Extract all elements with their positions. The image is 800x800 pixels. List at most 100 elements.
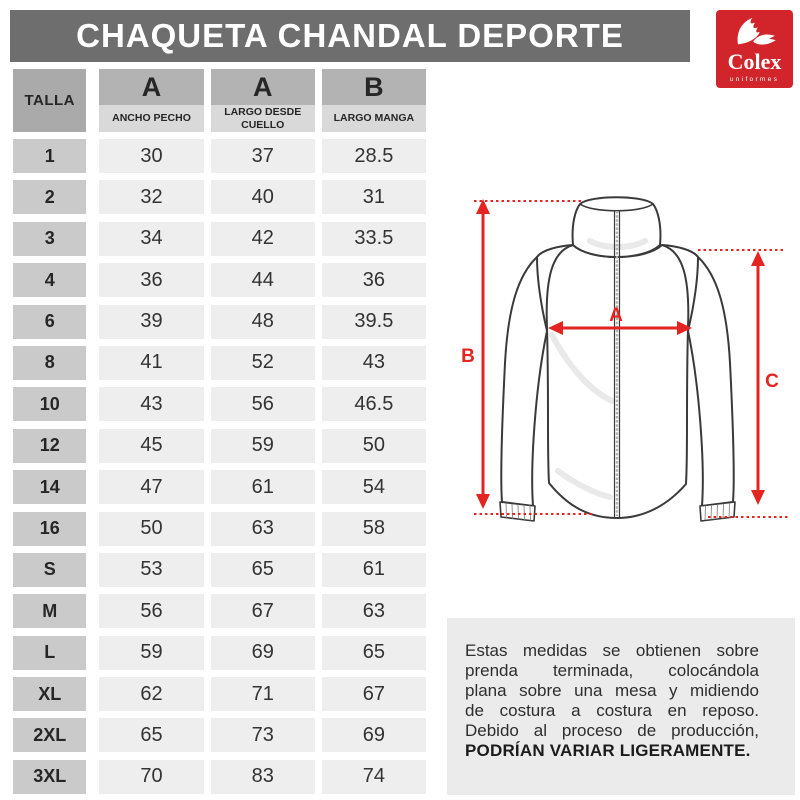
size-label: XL (13, 677, 87, 712)
largo-manga-value: 43 (321, 345, 426, 380)
page-title: CHAQUETA CHANDAL DEPORTE (10, 10, 690, 62)
column-header-largo-desde-cuello: A LARGO DESDE CUELLO (210, 69, 315, 132)
largo-manga-value: 39.5 (321, 304, 426, 339)
largo-manga-value: 65 (321, 635, 426, 670)
size-label: 2XL (13, 718, 87, 753)
brand-name: Colex (727, 49, 782, 74)
largo-manga-value: 36 (321, 263, 426, 298)
ancho-pecho-value: 30 (99, 139, 204, 173)
size-label: 10 (13, 387, 87, 422)
ancho-pecho-value: 47 (99, 470, 204, 505)
ancho-pecho-value: 70 (99, 759, 204, 794)
column-letter: A (99, 69, 204, 105)
largo-cuello-value: 69 (210, 635, 315, 670)
measurement-note: Estas medidas se obtienen sobre prenda t… (447, 618, 795, 795)
note-line-emphasis: PODRÍAN VARIAR LIGERAMENTE. (465, 741, 751, 760)
size-label: 2 (13, 180, 87, 215)
table-body: 1 30 37 28.5 2 32 40 31 3 34 42 33.5 4 3… (13, 139, 433, 794)
table-row: 3 34 42 33.5 (13, 221, 433, 256)
largo-manga-value: 63 (321, 594, 426, 629)
table-row: M 56 67 63 (13, 594, 433, 629)
ancho-pecho-value: 34 (99, 221, 204, 256)
size-label: 16 (13, 511, 87, 546)
table-row: S 53 65 61 (13, 552, 433, 587)
largo-manga-value: 28.5 (321, 139, 426, 173)
size-table: TALLA A ANCHO PECHO A LARGO DESDE CUELLO… (13, 69, 433, 794)
note-line: plana sobre una mesa y midiendo (465, 681, 759, 700)
size-label: M (13, 594, 87, 629)
largo-manga-value: 46.5 (321, 387, 426, 422)
ancho-pecho-value: 41 (99, 345, 204, 380)
ancho-pecho-value: 50 (99, 511, 204, 546)
largo-cuello-value: 56 (210, 387, 315, 422)
largo-manga-value: 33.5 (321, 221, 426, 256)
largo-cuello-value: 65 (210, 552, 315, 587)
note-line: Debido al proceso de producción, (465, 721, 759, 740)
ancho-pecho-value: 45 (99, 428, 204, 463)
largo-manga-value: 74 (321, 759, 426, 794)
largo-cuello-value: 67 (210, 594, 315, 629)
largo-manga-value: 69 (321, 718, 426, 753)
largo-cuello-value: 61 (210, 470, 315, 505)
largo-manga-value: 54 (321, 470, 426, 505)
jacket-measurement-diagram: B A C (440, 183, 800, 561)
ancho-pecho-value: 36 (99, 263, 204, 298)
ancho-pecho-value: 65 (99, 718, 204, 753)
column-header-largo-manga: B LARGO MANGA (321, 69, 426, 132)
table-row: XL 62 71 67 (13, 677, 433, 712)
ancho-pecho-value: 32 (99, 180, 204, 215)
table-row: 2 32 40 31 (13, 180, 433, 215)
table-row: 8 41 52 43 (13, 345, 433, 380)
note-line: Estas medidas se obtienen sobre (465, 641, 759, 660)
brand-logo: Colex uniformes (716, 10, 793, 88)
table-row: 14 47 61 54 (13, 470, 433, 505)
table-row: 2XL 65 73 69 (13, 718, 433, 753)
size-label: 14 (13, 470, 87, 505)
note-line: prenda terminada, colocándola (465, 661, 759, 680)
ancho-pecho-value: 56 (99, 594, 204, 629)
size-label: 3XL (13, 759, 87, 794)
largo-cuello-value: 42 (210, 221, 315, 256)
dimension-label-b: B (461, 346, 475, 367)
largo-cuello-value: 48 (210, 304, 315, 339)
dimension-label-a: A (609, 305, 623, 326)
table-row: 16 50 63 58 (13, 511, 433, 546)
largo-manga-value: 50 (321, 428, 426, 463)
column-letter: B (321, 69, 426, 105)
size-label: 6 (13, 304, 87, 339)
size-label: S (13, 552, 87, 587)
ancho-pecho-value: 53 (99, 552, 204, 587)
bird-icon (737, 17, 776, 45)
size-label: 3 (13, 221, 87, 256)
largo-manga-value: 31 (321, 180, 426, 215)
table-header-row: TALLA A ANCHO PECHO A LARGO DESDE CUELLO… (13, 69, 433, 132)
size-label: 1 (13, 139, 87, 173)
size-label: 4 (13, 263, 87, 298)
column-letter: A (210, 69, 315, 105)
largo-cuello-value: 63 (210, 511, 315, 546)
largo-cuello-value: 59 (210, 428, 315, 463)
table-row: 12 45 59 50 (13, 428, 433, 463)
largo-cuello-value: 71 (210, 677, 315, 712)
brand-tagline: uniformes (729, 76, 780, 83)
table-row: 1 30 37 28.5 (13, 139, 433, 173)
table-row: L 59 69 65 (13, 635, 433, 670)
dimension-label-c: C (765, 371, 779, 392)
column-header-ancho-pecho: A ANCHO PECHO (99, 69, 204, 132)
ancho-pecho-value: 62 (99, 677, 204, 712)
largo-cuello-value: 44 (210, 263, 315, 298)
column-label: LARGO MANGA (321, 105, 426, 132)
largo-manga-value: 61 (321, 552, 426, 587)
size-label: 12 (13, 428, 87, 463)
jacket-drawing: B A C (461, 196, 788, 522)
ancho-pecho-value: 43 (99, 387, 204, 422)
table-row: 6 39 48 39.5 (13, 304, 433, 339)
largo-cuello-value: 52 (210, 345, 315, 380)
largo-cuello-value: 37 (210, 139, 315, 173)
column-label: LARGO DESDE CUELLO (210, 105, 315, 132)
table-row: 3XL 70 83 74 (13, 759, 433, 794)
column-label: ANCHO PECHO (99, 105, 204, 132)
column-header-talla: TALLA (13, 69, 87, 132)
ancho-pecho-value: 39 (99, 304, 204, 339)
largo-manga-value: 58 (321, 511, 426, 546)
